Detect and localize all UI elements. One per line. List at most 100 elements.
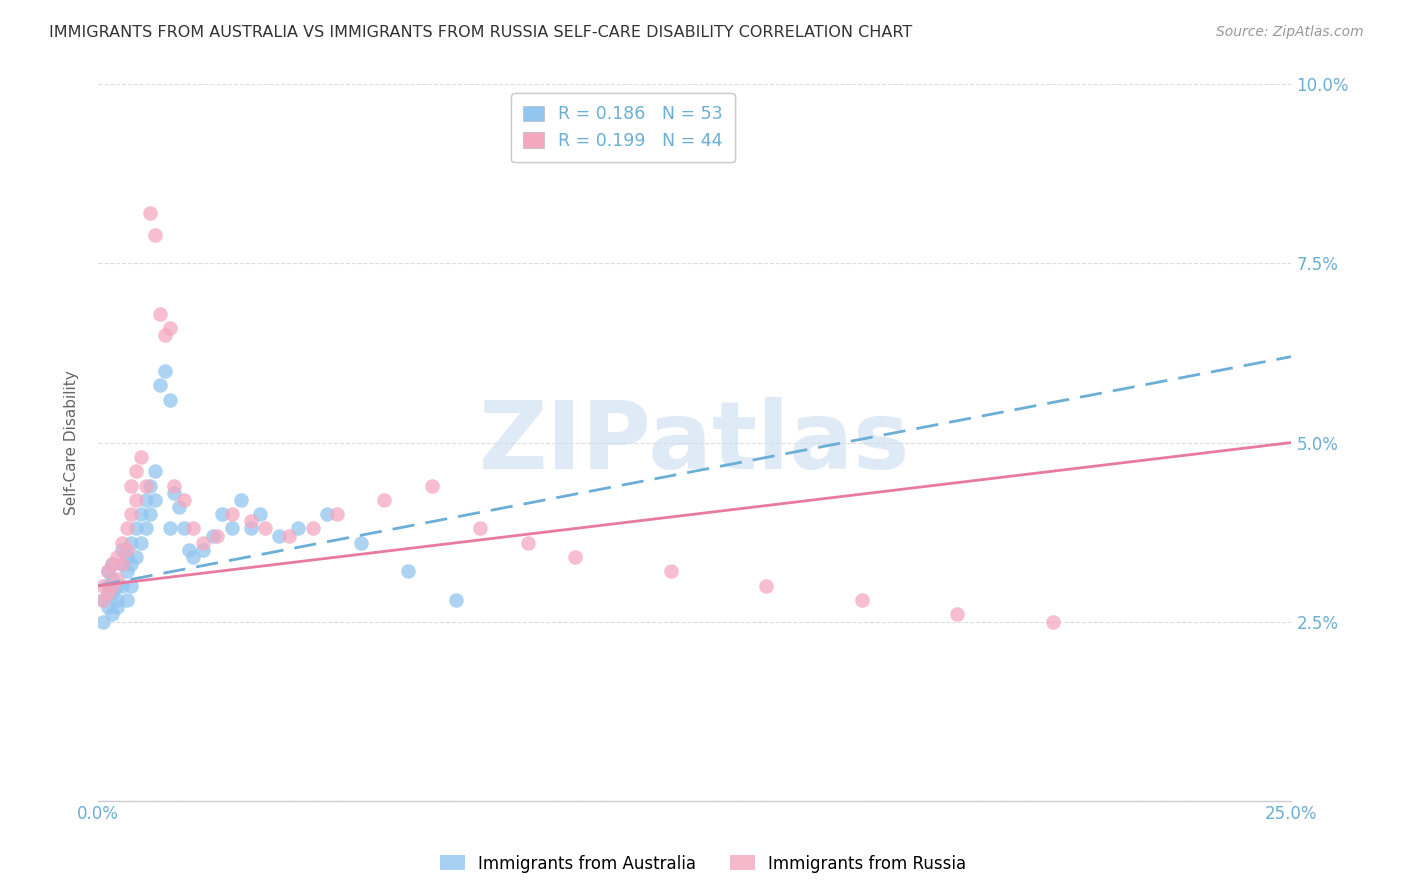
Point xyxy=(120,558,142,572)
Point xyxy=(149,378,172,392)
Point xyxy=(149,307,172,321)
Point xyxy=(101,579,124,593)
Point xyxy=(101,586,124,600)
Point xyxy=(125,550,148,565)
Point xyxy=(159,321,181,335)
Point xyxy=(221,521,243,535)
Point xyxy=(239,514,262,528)
Point xyxy=(125,492,148,507)
Point xyxy=(191,543,214,558)
Point xyxy=(101,572,124,586)
Point xyxy=(269,528,291,542)
Point xyxy=(135,521,157,535)
Point xyxy=(125,464,148,478)
Point xyxy=(105,572,128,586)
Point xyxy=(105,550,128,565)
Point xyxy=(111,536,134,550)
Point xyxy=(349,536,371,550)
Point xyxy=(325,507,347,521)
Point xyxy=(153,328,176,343)
Point xyxy=(301,521,323,535)
Point xyxy=(91,593,114,607)
Point xyxy=(96,565,118,579)
Point xyxy=(139,478,162,492)
Point xyxy=(207,528,229,542)
Point xyxy=(96,565,118,579)
Point xyxy=(135,478,157,492)
Point xyxy=(115,543,138,558)
Point xyxy=(564,550,586,565)
Point xyxy=(211,507,233,521)
Point xyxy=(231,492,253,507)
Point xyxy=(221,507,243,521)
Point xyxy=(516,536,538,550)
Point xyxy=(120,478,142,492)
Legend: Immigrants from Australia, Immigrants from Russia: Immigrants from Australia, Immigrants fr… xyxy=(433,848,973,880)
Point xyxy=(139,206,162,220)
Point xyxy=(420,478,443,492)
Text: Source: ZipAtlas.com: Source: ZipAtlas.com xyxy=(1216,25,1364,39)
Point xyxy=(396,565,419,579)
Point xyxy=(120,536,142,550)
Point xyxy=(946,607,969,622)
Point xyxy=(143,227,166,242)
Point xyxy=(163,485,186,500)
Point xyxy=(191,536,214,550)
Y-axis label: Self-Care Disability: Self-Care Disability xyxy=(65,370,79,515)
Point xyxy=(101,558,124,572)
Point xyxy=(115,565,138,579)
Point xyxy=(183,521,205,535)
Point xyxy=(105,593,128,607)
Point xyxy=(201,528,224,542)
Text: IMMIGRANTS FROM AUSTRALIA VS IMMIGRANTS FROM RUSSIA SELF-CARE DISABILITY CORRELA: IMMIGRANTS FROM AUSTRALIA VS IMMIGRANTS … xyxy=(49,25,912,40)
Point xyxy=(173,492,195,507)
Point xyxy=(287,521,309,535)
Point xyxy=(120,579,142,593)
Point xyxy=(111,579,134,593)
Point xyxy=(125,521,148,535)
Point xyxy=(163,478,186,492)
Point xyxy=(101,558,124,572)
Point xyxy=(1042,615,1064,629)
Point xyxy=(111,558,134,572)
Point xyxy=(115,550,138,565)
Point xyxy=(851,593,873,607)
Point xyxy=(91,593,114,607)
Point xyxy=(105,579,128,593)
Point xyxy=(96,600,118,615)
Point xyxy=(111,543,134,558)
Point xyxy=(101,607,124,622)
Point xyxy=(239,521,262,535)
Point xyxy=(111,558,134,572)
Point xyxy=(277,528,299,542)
Point xyxy=(159,521,181,535)
Point xyxy=(96,586,118,600)
Point xyxy=(91,615,114,629)
Point xyxy=(143,492,166,507)
Point xyxy=(177,543,200,558)
Point xyxy=(468,521,491,535)
Point xyxy=(139,507,162,521)
Text: ZIPatlas: ZIPatlas xyxy=(479,397,911,489)
Point xyxy=(120,507,142,521)
Point xyxy=(135,492,157,507)
Point xyxy=(167,500,190,514)
Point xyxy=(91,579,114,593)
Point xyxy=(249,507,271,521)
Point xyxy=(105,600,128,615)
Point xyxy=(444,593,467,607)
Point xyxy=(129,450,152,464)
Point xyxy=(755,579,778,593)
Point xyxy=(373,492,395,507)
Point xyxy=(316,507,339,521)
Point xyxy=(129,507,152,521)
Point xyxy=(153,364,176,378)
Point xyxy=(143,464,166,478)
Point xyxy=(183,550,205,565)
Point xyxy=(115,521,138,535)
Point xyxy=(254,521,277,535)
Point xyxy=(96,579,118,593)
Legend: R = 0.186   N = 53, R = 0.199   N = 44: R = 0.186 N = 53, R = 0.199 N = 44 xyxy=(512,93,735,162)
Point xyxy=(159,392,181,407)
Point xyxy=(129,536,152,550)
